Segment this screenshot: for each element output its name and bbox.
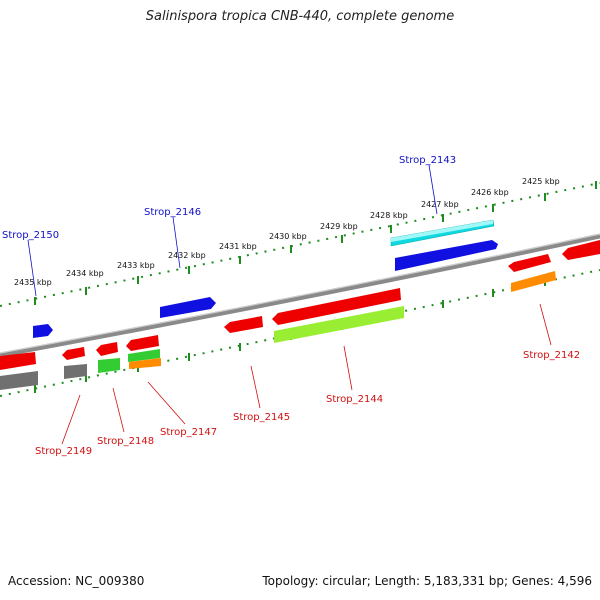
gene-strop-2147-green bbox=[128, 349, 160, 362]
scale-label-2427: 2427 kbp bbox=[421, 200, 459, 209]
gene-strop-2142-red bbox=[508, 254, 551, 272]
scale-labels: 2425 kbp 2426 kbp 2427 kbp 2428 kbp 2429… bbox=[14, 177, 560, 287]
gene-strop-2147-orange bbox=[129, 358, 161, 369]
gene-strop-2149-grey bbox=[64, 364, 87, 379]
gene-label-strop-2144: Strop_2144 bbox=[326, 394, 383, 405]
gene-strop-2142-orange bbox=[511, 271, 556, 292]
scale-ticks-top bbox=[34, 181, 597, 305]
gene-strop-2146 bbox=[160, 297, 216, 318]
scale-label-2433: 2433 kbp bbox=[117, 261, 155, 270]
map-title: Salinispora tropica CNB-440, complete ge… bbox=[145, 9, 455, 24]
gene-label-strop-2145: Strop_2145 bbox=[233, 412, 290, 423]
genome-backbone bbox=[0, 233, 600, 358]
leaders-top bbox=[27, 164, 438, 297]
gene-label-strop-2149: Strop_2149 bbox=[35, 446, 92, 457]
scale-label-2429: 2429 kbp bbox=[320, 222, 358, 231]
scale-label-2430: 2430 kbp bbox=[269, 232, 307, 241]
gene-red-left-1 bbox=[126, 335, 159, 351]
accession-text: Accession: NC_009380 bbox=[8, 574, 145, 588]
gene-strop-2150 bbox=[33, 324, 53, 338]
gene-red-left-edge bbox=[0, 352, 36, 370]
genome-summary-text: Topology: circular; Length: 5,183,331 bp… bbox=[262, 574, 592, 588]
gene-blue-upper bbox=[395, 240, 498, 271]
genome-backbone-highlight bbox=[0, 233, 600, 354]
gene-red-far-right bbox=[562, 240, 600, 260]
scale-label-2426: 2426 kbp bbox=[471, 188, 509, 197]
gene-strop-2145 bbox=[224, 316, 263, 333]
gene-red-left-3 bbox=[62, 347, 85, 360]
gene-label-strop-2142: Strop_2142 bbox=[523, 350, 580, 361]
gene-cyan-highlight bbox=[391, 220, 493, 242]
gene-label-strop-2146: Strop_2146 bbox=[144, 207, 201, 218]
gene-label-strop-2150: Strop_2150 bbox=[2, 230, 59, 241]
scale-label-2434: 2434 kbp bbox=[66, 269, 104, 278]
gene-strop-2144-red bbox=[272, 288, 401, 325]
scale-label-2435: 2435 kbp bbox=[14, 278, 52, 287]
leaders-bottom bbox=[61, 303, 552, 445]
scale-label-2431: 2431 kbp bbox=[219, 242, 257, 251]
gene-label-strop-2147: Strop_2147 bbox=[160, 427, 217, 438]
gene-strop-2148-green bbox=[98, 358, 120, 373]
gene-strop-2144-lime bbox=[274, 306, 404, 343]
gene-grey-left-edge bbox=[0, 371, 38, 390]
scale-label-2432: 2432 kbp bbox=[168, 251, 206, 260]
scale-label-2428: 2428 kbp bbox=[370, 211, 408, 220]
gene-label-strop-2148: Strop_2148 bbox=[97, 436, 154, 447]
gene-red-left-2 bbox=[96, 342, 118, 356]
gene-label-strop-2143: Strop_2143 bbox=[399, 155, 456, 166]
scale-ruler-top bbox=[0, 182, 600, 307]
scale-label-2425: 2425 kbp bbox=[522, 177, 560, 186]
